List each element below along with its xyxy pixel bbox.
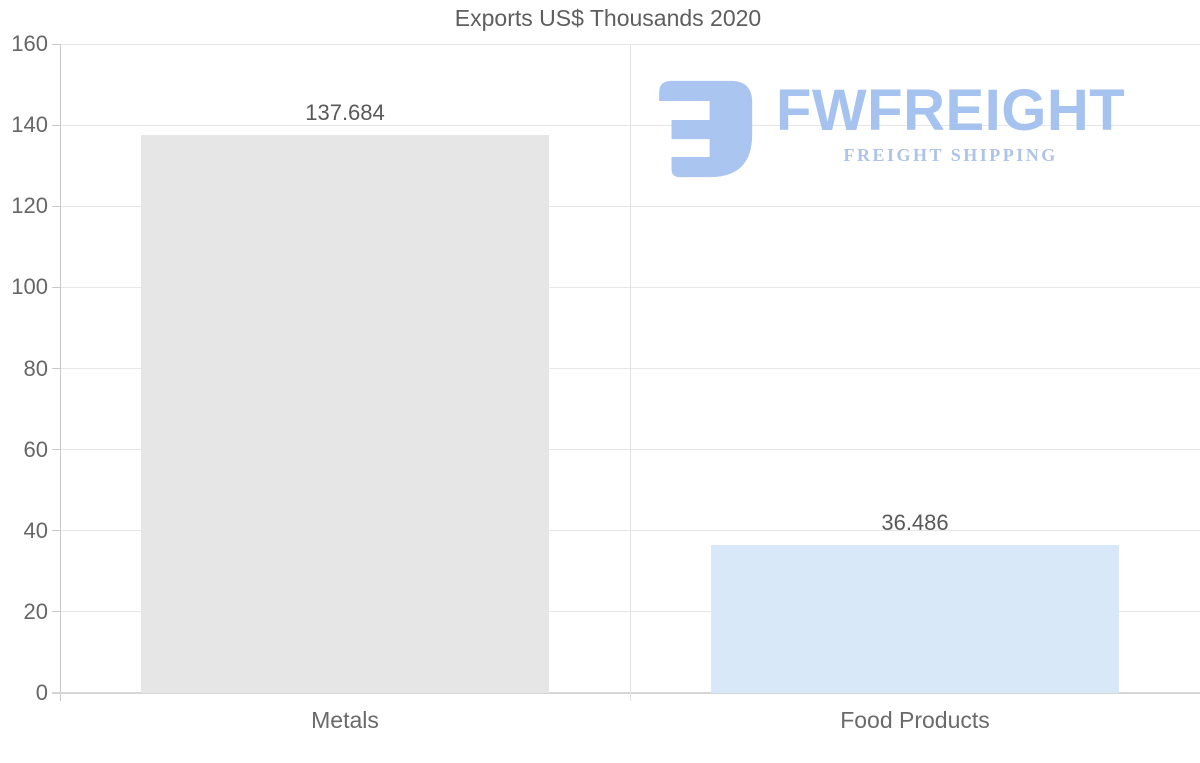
y-axis-tick-label: 140 <box>11 112 48 138</box>
value-label-metals: 137.684 <box>305 99 385 125</box>
y-axis-tick-label: 40 <box>23 517 48 543</box>
y-axis-tick-label: 100 <box>11 274 48 300</box>
y-axis-tick <box>52 124 60 126</box>
y-axis-tick <box>52 611 60 613</box>
bar-metals[interactable] <box>141 134 549 693</box>
logo-brand: FWFREIGHT <box>776 78 1126 143</box>
y-axis-line <box>60 44 61 701</box>
y-axis-tick <box>52 205 60 207</box>
x-axis-line <box>52 692 1200 694</box>
chart-title: Exports US$ Thousands 2020 <box>454 5 762 31</box>
logo-tagline: FREIGHT SHIPPING <box>843 145 1058 165</box>
y-axis-tick-label: 20 <box>23 598 48 624</box>
y-axis-tick-label: 60 <box>23 436 48 462</box>
y-axis-tick-label: 160 <box>11 31 48 56</box>
category-divider <box>629 44 631 701</box>
y-axis-tick <box>52 368 60 369</box>
y-axis-tick <box>52 449 60 451</box>
y-axis-tick <box>52 530 60 532</box>
value-label-food-products: 36.486 <box>881 510 949 535</box>
category-label-metals: Metals <box>311 707 379 733</box>
bar-food-products[interactable] <box>711 545 1119 693</box>
y-axis-tick-label: 80 <box>23 355 48 381</box>
fwfreight-mark-icon <box>659 80 753 178</box>
y-axis-tick-label: 120 <box>11 193 48 219</box>
y-axis-tick <box>52 286 60 288</box>
y-axis-tick-label: 0 <box>35 680 48 705</box>
fwfreight-logo: FWFREIGHT FREIGHT SHIPPING <box>648 72 1125 186</box>
y-axis-tick <box>52 43 60 45</box>
logo-text: FWFREIGHT FREIGHT SHIPPING <box>776 72 1125 166</box>
category-label-food-products: Food Products <box>840 707 990 733</box>
